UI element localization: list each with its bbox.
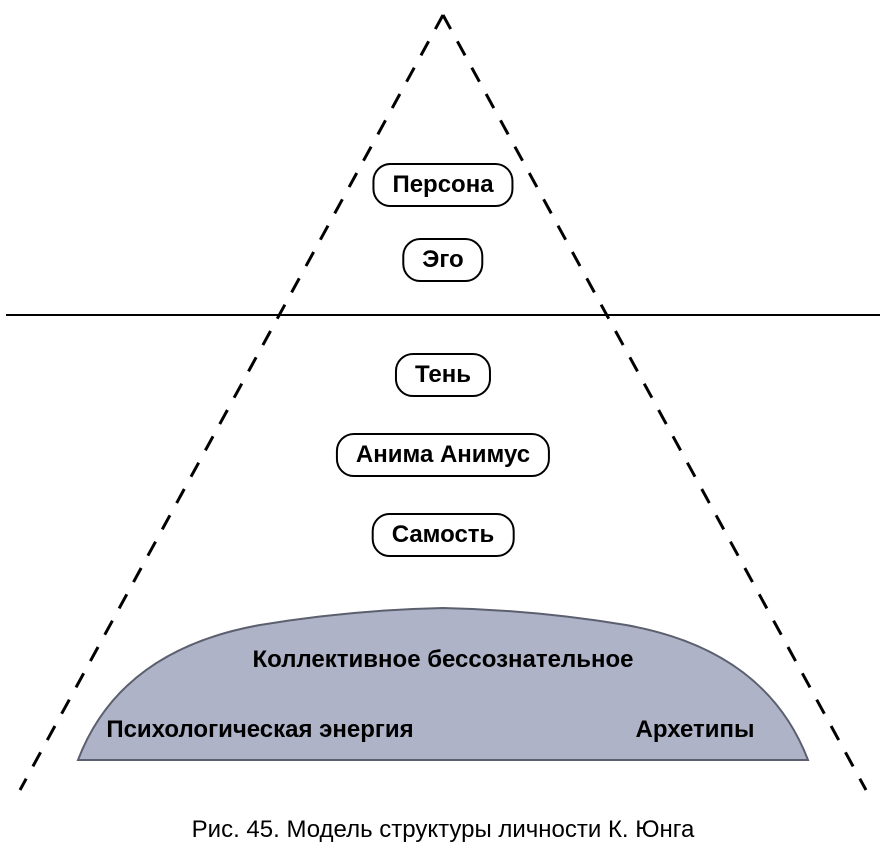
- anima-animus-label: Анима Анимус: [356, 441, 530, 468]
- ego-box: Эго: [402, 238, 483, 282]
- figure-caption: Рис. 45. Модель структуры личности К. Юн…: [192, 816, 695, 844]
- shadow-label: Тень: [415, 361, 471, 388]
- psychological-energy-label: Психологическая энергия: [106, 716, 413, 744]
- collective-unconscious-label: Коллективное бессознательное: [253, 646, 634, 674]
- shadow-box: Тень: [395, 353, 491, 397]
- anima-animus-box: Анима Анимус: [336, 433, 550, 477]
- ego-label: Эго: [422, 246, 463, 273]
- persona-box: Персона: [372, 163, 513, 207]
- persona-label: Персона: [392, 171, 493, 198]
- jung-structure-diagram: Персона Эго Тень Анима Анимус Самость Ко…: [0, 0, 886, 861]
- archetypes-label: Архетипы: [636, 716, 755, 744]
- self-label: Самость: [392, 521, 495, 548]
- self-box: Самость: [372, 513, 515, 557]
